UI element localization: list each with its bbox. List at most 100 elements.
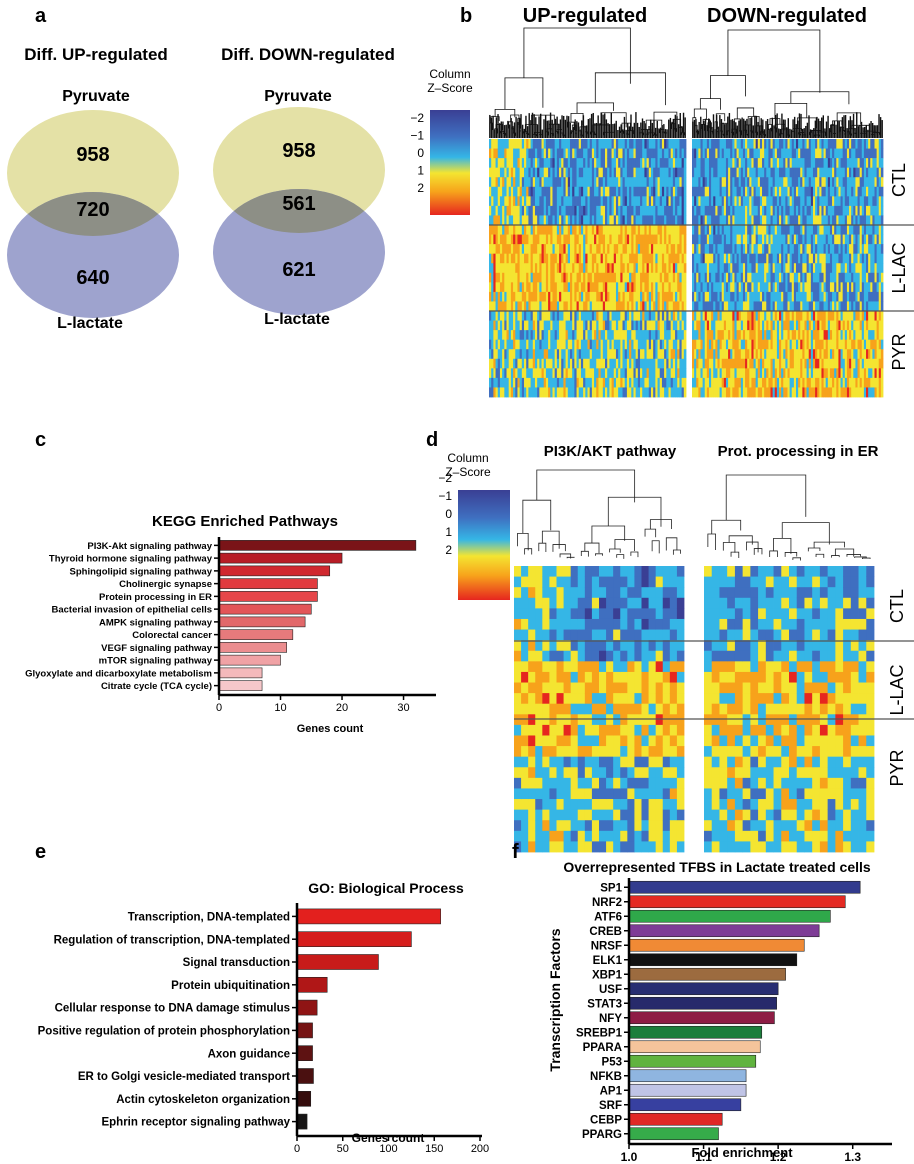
heatmap-cell [548,377,551,388]
heatmap-cell [548,196,551,207]
heatmap-cell [561,368,564,379]
heatmap-cell [759,282,763,293]
heatmap-cell [715,330,718,341]
heatmap-cell [611,234,615,245]
heatmap-cell [810,320,814,331]
heatmap-cell [508,282,512,293]
heatmap-cell [559,311,562,321]
heatmap-cell [825,368,829,379]
heatmap-cell [800,311,803,321]
heatmap-cell [745,148,748,159]
heatmap-cell [626,253,630,264]
heatmap-cell [655,177,658,188]
heatmap-cell [519,377,523,388]
heatmap-cell [528,330,531,341]
heatmap-cell [732,282,735,293]
heatmap-cell [738,349,742,360]
heatmap-cell [681,339,685,350]
heatmap-cell [810,148,814,159]
heatmap-cell [629,139,632,149]
heatmap-cell [779,234,782,245]
heatmap-cell [815,263,818,274]
heatmap-cell [721,301,725,312]
dendrogram-branch [504,77,544,110]
heatmap-cell [785,387,788,398]
heatmap-cell [602,263,606,274]
heatmap-cell [653,139,656,149]
heatmap-cell [587,349,591,360]
heatmap-cell [495,205,499,216]
heatmap-cell [702,320,706,331]
heatmap-cell [561,205,564,216]
heatmap-cell [583,225,586,235]
heatmap-cell [734,291,737,302]
heatmap-cell [789,177,793,188]
heatmap-cell [819,263,822,274]
heatmap-cell [532,320,536,331]
heatmap-cell [504,139,507,149]
heatmap-cell [817,272,820,283]
heatmap-cell [723,358,727,369]
heatmap-cell [681,158,685,169]
heatmap-cell [587,196,591,207]
heatmap-cell [626,349,630,360]
heatmap-cell [598,320,602,331]
heatmap-cell [713,311,716,321]
heatmap-cell [730,282,733,293]
heatmap-cell [781,225,784,235]
heatmap-cell [715,320,718,331]
heatmap-cell [725,320,729,331]
heatmap-cell [640,377,643,388]
heatmap-cell [821,167,824,178]
heatmap-cell [572,320,575,331]
heatmap-cell [798,158,801,169]
heatmap-cell [804,215,807,226]
heatmap-cell [692,244,695,255]
venn1-overlap [7,192,179,236]
heatmap-cell [815,368,818,379]
heatmap-cell [539,167,542,178]
heatmap-cell [508,349,512,360]
heatmap-cell [779,272,782,283]
heatmap-cell [567,234,571,245]
heatmap-cell [793,291,797,302]
heatmap-cell [694,349,697,360]
heatmap-cell [602,148,606,159]
heatmap-cell [502,320,505,331]
heatmap-cell [817,339,820,350]
heatmap-cell [698,311,701,321]
heatmap-cell [624,177,628,188]
heatmap-cell [565,196,569,207]
heatmap-cell [561,272,564,283]
heatmap-cell [556,148,560,159]
heatmap-cell [594,225,597,235]
heatmap-cell [657,244,661,255]
heatmap-cell [591,186,595,197]
heatmap-cell [672,253,676,264]
heatmap-cell [591,368,595,379]
heatmap-cell [635,301,639,312]
heatmap-cell [631,139,634,149]
heatmap-cell [517,148,521,159]
heatmap-cell [696,311,699,321]
heatmap-cell [700,244,704,255]
heatmap-cell [493,320,496,331]
heatmap-cell [795,225,799,235]
heatmap-cell [495,253,499,264]
heatmap-cell [781,139,784,149]
heatmap-cell [493,291,496,302]
heatmap-cell [661,311,665,321]
heatmap-cell [611,377,615,388]
heatmap-cell [772,368,776,379]
heatmap-cell [552,368,556,379]
heatmap-cell [526,272,529,283]
heatmap-cell [650,234,654,245]
heatmap-cell [574,301,577,312]
heatmap-cell [559,272,562,283]
heatmap-cell [532,139,536,149]
heatmap-cell [851,358,854,369]
heatmap-cell [851,263,854,274]
heatmap-cell [664,311,667,321]
heatmap-cell [783,253,786,264]
heatmap-cell [723,301,727,312]
